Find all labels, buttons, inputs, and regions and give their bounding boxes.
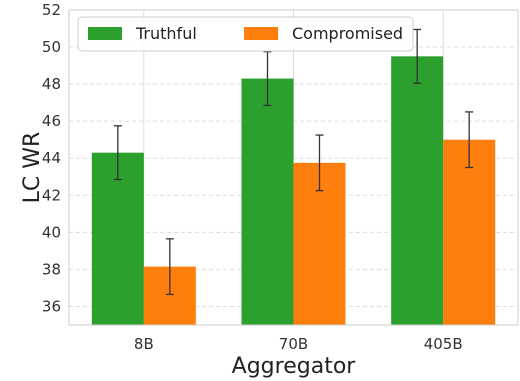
legend-label: Compromised	[292, 24, 403, 43]
y-axis-label: LC WR	[20, 132, 45, 204]
legend-item-truthful: Truthful	[88, 24, 197, 43]
error-bars	[113, 28, 474, 296]
error-bar	[465, 111, 474, 169]
x-tick-label: 405B	[424, 335, 463, 353]
error-bar	[413, 28, 422, 84]
y-tick-label: 46	[42, 112, 61, 130]
error-bar	[165, 238, 174, 296]
bars	[91, 56, 496, 326]
legend-swatch	[244, 27, 278, 40]
bar-truthful-70b	[241, 78, 294, 325]
y-tick-label: 44	[42, 149, 61, 167]
bar-truthful-8b	[91, 152, 144, 325]
y-tick-label: 48	[42, 75, 61, 93]
y-tick-label: 40	[42, 223, 61, 241]
y-tick-label: 36	[42, 297, 61, 315]
bar-truthful-405b	[391, 56, 444, 326]
x-tick-labels: 8B 70B 405B	[134, 335, 463, 353]
legend-swatch	[88, 27, 122, 40]
legend: Truthful Compromised	[77, 16, 414, 52]
error-bar	[263, 51, 272, 107]
x-axis-label: Aggregator	[232, 354, 357, 379]
bar-compromised-405b	[443, 139, 496, 325]
error-bar	[113, 125, 122, 181]
x-tick-label: 70B	[279, 335, 308, 353]
legend-item-compromised: Compromised	[244, 24, 403, 43]
y-tick-labels: 36 38 40 42 44 46 48 50 52	[42, 1, 61, 315]
y-tick-label: 38	[42, 260, 61, 278]
plot-frame	[68, 9, 519, 326]
y-tick-label: 42	[42, 186, 61, 204]
error-bar	[315, 134, 324, 192]
legend-label: Truthful	[135, 24, 197, 43]
x-tick-label: 8B	[134, 335, 154, 353]
y-tick-label: 50	[42, 38, 61, 56]
y-tick-label: 52	[42, 1, 61, 19]
